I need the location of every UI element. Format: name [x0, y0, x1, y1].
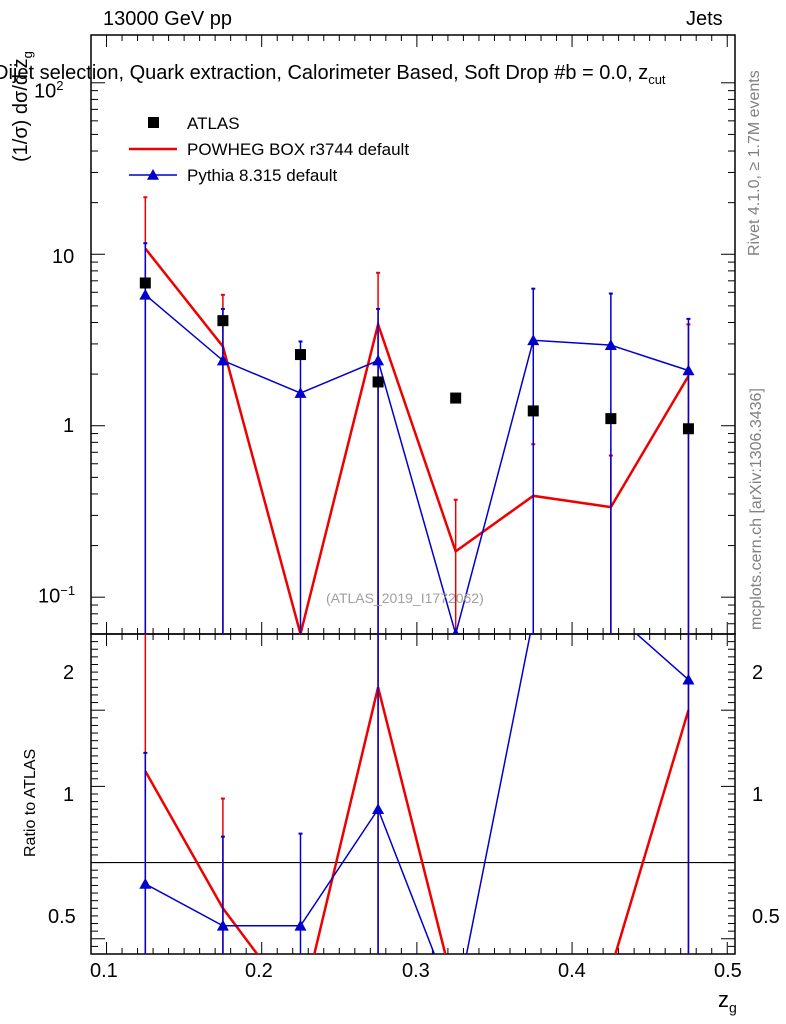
rivet-version: Rivet 4.1.0, ≥ 1.7M events	[746, 70, 763, 256]
x-tick-0.5: 0.5	[714, 960, 742, 982]
ratio-y-tick-1-right: 1	[752, 784, 764, 806]
main-pythia-point	[452, 628, 460, 634]
atlas-data-point	[605, 413, 617, 425]
energy-label: 13000 GeV pp	[103, 8, 232, 30]
analysis-id: (ATLAS_2019_I1772062)	[326, 590, 484, 606]
legend-atlas-label: ATLAS	[187, 114, 240, 133]
ratio-group	[139, 634, 695, 1014]
ratio-y-axis-label: Ratio to ATLAS	[22, 748, 39, 857]
ratio-y-tick-0.5-left: 0.5	[48, 906, 76, 928]
ratio-y-tick-2-right: 2	[752, 662, 764, 684]
legend-powheg-label: POWHEG BOX r3744 default	[187, 140, 410, 159]
ratio-pythia-point	[216, 919, 229, 931]
ratio-pythia-point	[450, 1003, 462, 1014]
y-tick-10: 10	[52, 246, 75, 268]
main-pythia-line	[144, 294, 689, 634]
x-tick-0.4: 0.4	[558, 960, 586, 982]
main-pythia-point	[372, 354, 385, 366]
main-pythia-point	[139, 288, 152, 300]
x-tick-0.3: 0.3	[402, 960, 430, 982]
main-pythia-point	[294, 387, 307, 398]
atlas-data-point	[450, 392, 462, 404]
process-label: Jets	[686, 8, 723, 30]
main-pythia-point	[216, 354, 229, 366]
main-pythia-point	[604, 339, 617, 350]
legend-pythia-marker	[147, 169, 159, 180]
ratio-y-tick-0.5-right: 0.5	[752, 906, 780, 928]
y-tick-0.1: 10−1	[38, 583, 76, 608]
atlas-data-point	[294, 349, 306, 361]
x-tick-0.2: 0.2	[245, 960, 273, 982]
ratio-pythia-point	[139, 877, 152, 889]
x-axis-label: zg	[718, 987, 737, 1016]
main-pythia-point	[527, 334, 540, 346]
y-tick-1: 1	[63, 415, 75, 437]
x-tick-0.1: 0.1	[90, 960, 118, 982]
y-tick-100: 102	[34, 78, 64, 103]
main-pythia-point	[682, 364, 695, 376]
ratio-pythia-line	[144, 634, 689, 954]
legend-atlas-marker	[148, 117, 159, 128]
atlas-data-point	[217, 315, 229, 327]
main-powheg-line	[144, 247, 690, 634]
atlas-data-point	[139, 277, 151, 289]
atlas-group	[139, 277, 694, 435]
atlas-data-point	[372, 376, 384, 388]
ratio-pythia-point	[294, 919, 307, 931]
plot-title: Dijet selection, Quark extraction, Calor…	[0, 62, 666, 87]
ratio-pythia-point	[372, 803, 385, 815]
ratio-y-tick-2-left: 2	[63, 662, 75, 684]
main-y-axis-label: (1/σ) dσ/d zg	[10, 51, 35, 162]
mcplots-label: mcplots.cern.ch [arXiv:1306.3436]	[748, 388, 765, 630]
atlas-data-point	[527, 405, 539, 417]
main-group	[139, 196, 695, 634]
atlas-data-point	[682, 423, 694, 435]
ratio-pythia-point	[682, 673, 695, 685]
legend-pythia-label: Pythia 8.315 default	[187, 166, 338, 185]
ratio-y-tick-1-left: 1	[63, 784, 75, 806]
